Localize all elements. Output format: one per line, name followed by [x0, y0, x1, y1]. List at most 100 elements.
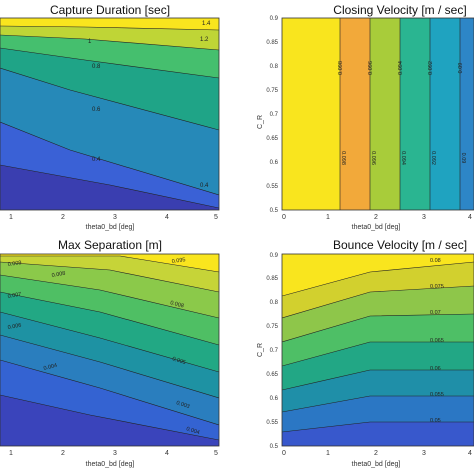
- cv-x-tick: 0: [282, 214, 286, 221]
- cv-contour-label: 0.098: [340, 151, 346, 165]
- bv-contour-line: [282, 313, 474, 343]
- bv-xlabel: theta0_bd [deg]: [352, 461, 401, 468]
- cv-y-tick: 0.75: [266, 88, 278, 94]
- cv-y-tick: 0.65: [266, 136, 278, 142]
- cv-contour-label: 0.09: [458, 63, 464, 74]
- cd-contour-label: 0.6: [92, 107, 101, 113]
- cv-contour-labels: 0.098 0.096 0.094 0.092 0.09 0.098 0.096…: [338, 61, 466, 165]
- cv-axes-box: [281, 17, 474, 211]
- cv-x-tick: 1: [326, 214, 330, 221]
- bv-y-tick: 0.55: [266, 420, 278, 426]
- ms-x-tick: 3: [113, 450, 117, 457]
- ms-contour-labels: 0.095 0.009 0.008 0.008 0.007 0.006 0.00…: [7, 257, 200, 436]
- cd-band-low: [0, 165, 219, 210]
- cv-contour-label: 0.094: [398, 61, 404, 75]
- ms-axes-box: [0, 253, 220, 447]
- bv-y-tick: 0.8: [270, 300, 279, 306]
- ms-contour-line: [0, 311, 219, 373]
- cv-xlabel: theta0_bd [deg]: [352, 224, 401, 231]
- ms-contour-line: [0, 255, 219, 273]
- ms-contour-label: 0.005: [171, 356, 186, 366]
- cd-title: Capture Duration [sec]: [50, 3, 170, 17]
- cd-contour-line: [0, 67, 219, 131]
- cv-contour-label: 0.096: [370, 151, 376, 165]
- ms-x-tick: 2: [61, 450, 65, 457]
- bv-contour-label: 0.08: [430, 258, 441, 264]
- bv-y-tick: 0.9: [270, 253, 279, 259]
- bv-x-tick: 2: [374, 450, 378, 457]
- cd-x-tick: 3: [113, 214, 117, 221]
- bv-contour-label: 0.07: [430, 310, 441, 316]
- cv-y-tick: 0.85: [266, 40, 278, 46]
- panel-closing-velocity: 0.098 0.096 0.094 0.092 0.09 0.098 0.096…: [257, 3, 474, 231]
- bv-contour-label: 0.05: [430, 418, 441, 424]
- cv-x-tick: 3: [422, 214, 426, 221]
- cd-contour-line: [0, 164, 219, 209]
- capture-duration-fills: [0, 18, 219, 210]
- cv-y-tick: 0.7: [270, 112, 279, 118]
- bv-title: Bounce Velocity [m / sec]: [333, 238, 467, 252]
- cd-contour-label: 1.4: [202, 21, 211, 27]
- ms-contour-label: 0.004: [43, 363, 58, 372]
- cv-y-tick: 0.9: [270, 16, 279, 22]
- bv-contour-label: 0.065: [430, 338, 444, 344]
- ms-contour-label: 0.007: [7, 292, 22, 300]
- ms-contour-line: [0, 261, 219, 293]
- ms-contour-line: [0, 274, 219, 319]
- cv-contour-label: 0.094: [400, 151, 406, 165]
- cv-x-tick: 2: [374, 214, 378, 221]
- ms-contour-label: 0.008: [51, 271, 66, 279]
- cv-contour-label: 0.09: [460, 153, 466, 164]
- bv-x-tick: 3: [422, 450, 426, 457]
- bv-y-tick: 0.75: [266, 324, 278, 330]
- cd-contour-line: [0, 34, 219, 51]
- ms-contour-label: 0.008: [169, 300, 184, 309]
- ms-xlabel: theta0_bd [deg]: [86, 461, 135, 468]
- cd-contour-line: [0, 47, 219, 79]
- ms-x-ticks: 1 2 3 4 5: [9, 450, 218, 457]
- bv-band-005: [282, 422, 474, 446]
- cv-y-tick: 0.8: [270, 64, 279, 70]
- bv-contour-label: 0.075: [430, 284, 444, 290]
- bv-y-tick: 0.65: [266, 372, 278, 378]
- bv-contour-labels: 0.08 0.075 0.07 0.065 0.06 0.055 0.05: [430, 258, 444, 424]
- ms-contour-label: 0.004: [185, 426, 200, 436]
- bv-contour-label: 0.055: [430, 392, 444, 398]
- max-separation-fills: [0, 254, 219, 446]
- bv-contour-line: [282, 369, 474, 391]
- bv-ylabel: C_R: [257, 343, 264, 357]
- cd-contour-label: 0.4: [92, 157, 101, 163]
- ms-contour-label: 0.095: [171, 257, 185, 265]
- cd-axes-box: [0, 17, 220, 211]
- panel-bounce-velocity: 0.08 0.075 0.07 0.065 0.06 0.055 0.05 Bo…: [257, 238, 474, 468]
- bv-contour-line: [282, 261, 474, 297]
- cd-x-ticks: 1 2 3 4 5: [9, 214, 218, 221]
- cv-y-ticks: 0.5 0.55 0.6 0.65 0.7 0.75 0.8 0.85 0.9: [266, 16, 278, 214]
- cv-ylabel: C_R: [257, 115, 264, 129]
- cd-x-tick: 5: [214, 214, 218, 221]
- cd-contour-label: 0.4: [200, 183, 209, 189]
- cv-title: Closing Velocity [m / sec]: [333, 3, 466, 17]
- bv-contour-line: [282, 285, 474, 319]
- ms-contour-line: [0, 334, 219, 399]
- closing-velocity-fills: [282, 18, 474, 210]
- bounce-velocity-fills: [282, 254, 474, 446]
- bv-y-tick: 0.6: [270, 396, 279, 402]
- cd-contour-label: 1.2: [200, 37, 209, 43]
- bv-contour-line: [282, 395, 474, 413]
- ms-contour-label: 0.006: [7, 323, 22, 331]
- cv-y-tick: 0.55: [266, 184, 278, 190]
- cv-y-tick: 0.5: [270, 208, 279, 214]
- ms-x-tick: 4: [165, 450, 169, 457]
- ms-x-tick: 1: [9, 450, 13, 457]
- cd-contour-label: 0.8: [92, 64, 101, 70]
- bv-contour-label: 0.06: [430, 366, 441, 372]
- ms-contour-line: [0, 394, 219, 441]
- bv-y-tick: 0.85: [266, 276, 278, 282]
- bv-axes-box: [281, 253, 474, 447]
- cv-y-tick: 0.6: [270, 160, 279, 166]
- cv-contour-label: 0.096: [368, 61, 374, 75]
- cd-contour-line: [0, 25, 219, 31]
- panel-max-separation: 0.095 0.009 0.008 0.008 0.007 0.006 0.00…: [0, 238, 220, 468]
